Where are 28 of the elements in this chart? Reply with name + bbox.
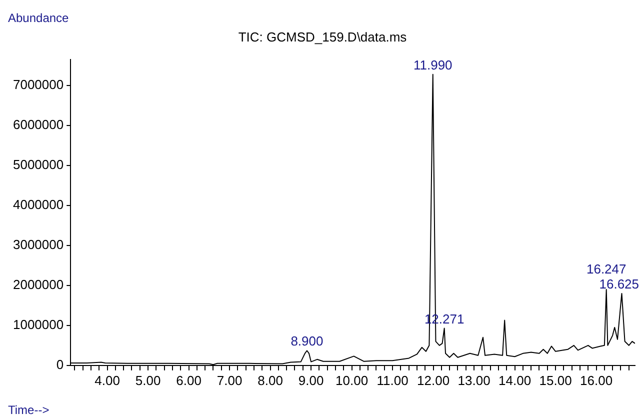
x-tick-label: 12.00 <box>417 372 450 388</box>
y-axis-title: Abundance <box>8 11 70 25</box>
y-tick-label: 6000000 <box>12 117 64 132</box>
x-tick-label: 11.00 <box>376 372 408 388</box>
x-axis-title: Time--> <box>8 403 50 417</box>
x-tick-label: 9.00 <box>298 372 324 388</box>
y-tick-label: 3000000 <box>12 237 64 252</box>
x-tick-label: 8.00 <box>258 372 283 388</box>
x-tick-label: 4.00 <box>94 372 120 388</box>
x-tick-label: 15.00 <box>539 372 572 388</box>
y-tick-label: 1000000 <box>12 317 64 332</box>
chart-title: TIC: GCMSD_159.D\data.ms <box>238 29 408 44</box>
annotation: 8.900 <box>290 334 324 349</box>
y-tick-label: 5000000 <box>12 157 64 172</box>
y-tick-label: 4000000 <box>12 197 64 212</box>
annotation: 11.990 <box>413 57 452 72</box>
x-tick-label: 14.00 <box>498 372 532 388</box>
y-tick-label: 7000000 <box>12 77 64 92</box>
annotation: 16.247 <box>586 262 626 277</box>
x-tick-label: 7.00 <box>216 372 242 388</box>
x-tick-label: 6.00 <box>176 372 202 388</box>
y-tick-label: 0 <box>56 356 64 372</box>
y-tick-label: 2000000 <box>12 277 64 292</box>
x-tick-label: 13.00 <box>458 372 490 388</box>
annotation: 16.625 <box>599 276 639 292</box>
x-tick-label: 16.00 <box>580 372 613 388</box>
x-tick-label: 10.00 <box>336 372 368 388</box>
x-tick-label: 5.00 <box>135 372 161 388</box>
